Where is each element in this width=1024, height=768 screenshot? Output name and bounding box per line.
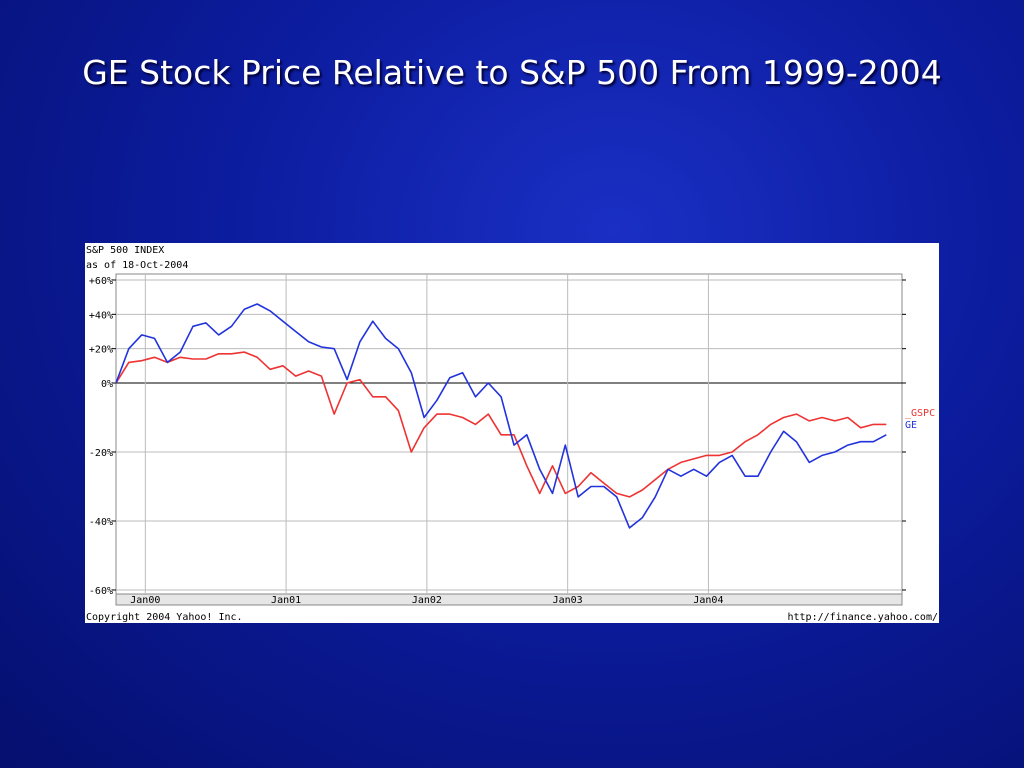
y-tick-label: +60%	[89, 276, 113, 287]
legend-label-gspc: _GSPC	[905, 408, 935, 419]
plot-area	[115, 273, 903, 606]
y-tick-label: -40%	[89, 517, 113, 528]
chart-header-date: as of 18-Oct-2004	[86, 260, 188, 271]
line-chart: S&P 500 INDEX as of 18-Oct-2004 +60% +40%…	[86, 245, 938, 623]
label-layer: +60% +40% +20% 0% -20% -40% -60% Jan00 Jan01 Jan0…	[89, 276, 935, 606]
y-tick-label: -20%	[89, 448, 113, 459]
source-link[interactable]: http://finance.yahoo.com/	[787, 612, 938, 623]
y-tick-label: +20%	[89, 345, 113, 356]
y-tick-label: +40%	[89, 310, 113, 321]
series-line-gspc	[115, 351, 887, 498]
x-tick-label: Jan02	[412, 595, 442, 606]
y-tick-label: -60%	[89, 586, 113, 597]
chart-container: S&P 500 INDEX as of 18-Oct-2004 +60% +40%…	[85, 243, 939, 623]
copyright-text: Copyright 2004 Yahoo! Inc.	[86, 612, 243, 623]
y-tick-label: 0%	[101, 379, 113, 390]
legend-label-ge: GE	[905, 420, 917, 431]
x-tick-label: Jan03	[553, 595, 583, 606]
series-layer	[115, 303, 887, 529]
chart-header-title: S&P 500 INDEX	[86, 245, 164, 256]
slide-title: GE Stock Price Relative to S&P 500 From …	[82, 53, 942, 92]
x-tick-label: Jan00	[130, 595, 160, 606]
x-tick-label: Jan01	[271, 595, 301, 606]
grid-layer	[112, 274, 906, 594]
x-tick-label: Jan04	[693, 595, 723, 606]
x-axis-band	[115, 593, 903, 606]
series-line-ge	[115, 303, 887, 529]
